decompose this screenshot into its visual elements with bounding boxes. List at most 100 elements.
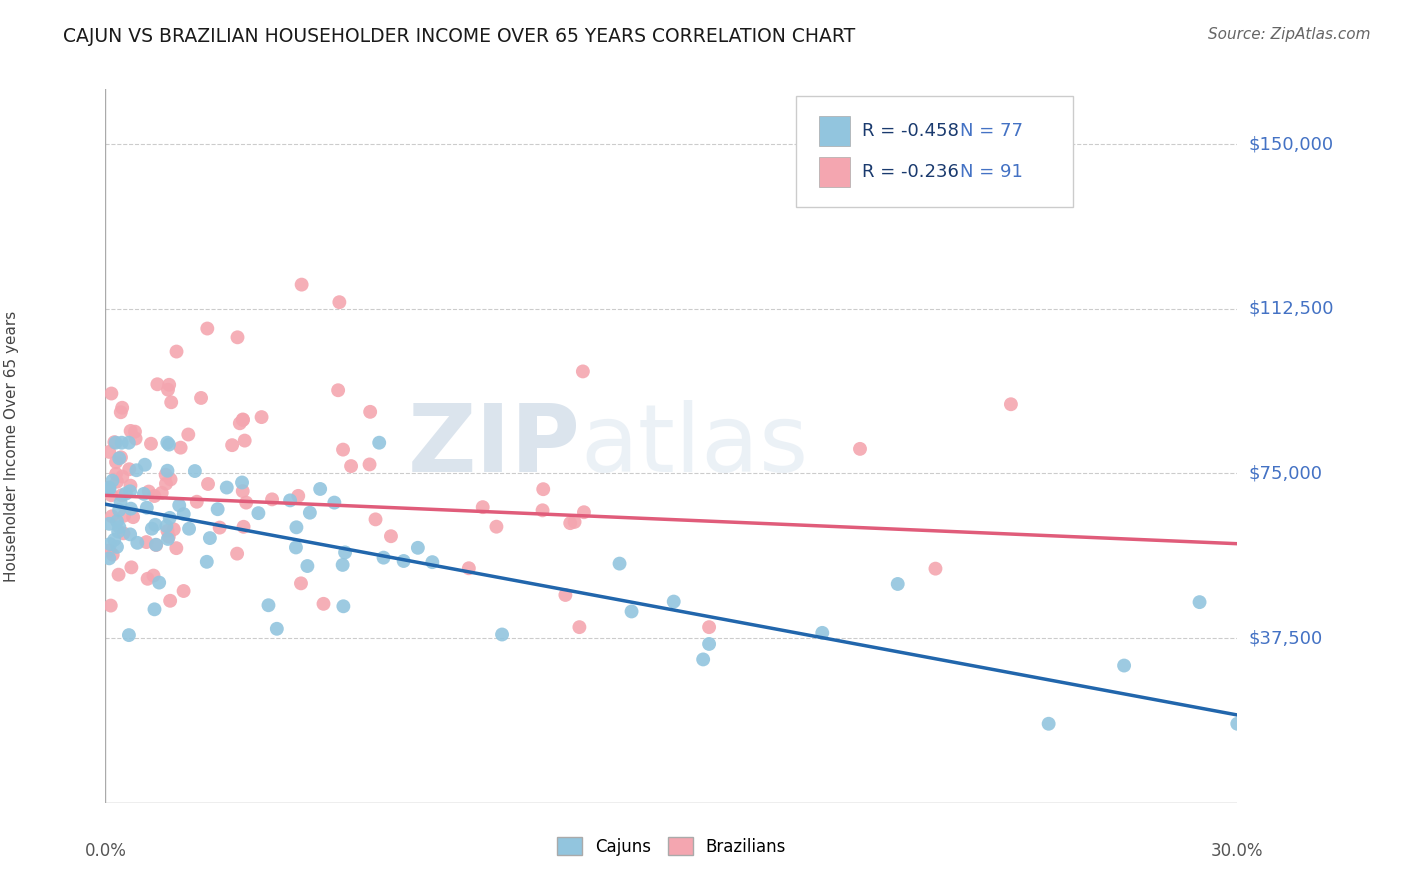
- Point: [232, 484, 254, 499]
- Point: [159, 473, 181, 487]
- Point: [186, 494, 208, 508]
- Point: [124, 425, 146, 439]
- Point: [359, 458, 381, 472]
- Point: [98, 537, 121, 551]
- Point: [107, 567, 129, 582]
- Point: [111, 435, 134, 450]
- Point: [142, 568, 165, 582]
- Text: 30.0%: 30.0%: [1211, 842, 1264, 860]
- Point: [291, 277, 314, 292]
- Text: CAJUN VS BRAZILIAN HOUSEHOLDER INCOME OVER 65 YEARS CORRELATION CHART: CAJUN VS BRAZILIAN HOUSEHOLDER INCOME OV…: [63, 27, 855, 45]
- Text: $112,500: $112,500: [1249, 300, 1334, 318]
- Point: [156, 532, 179, 546]
- Point: [135, 535, 157, 549]
- Point: [620, 604, 643, 618]
- Point: [98, 482, 121, 496]
- Point: [297, 559, 319, 574]
- Point: [146, 377, 169, 392]
- Point: [229, 417, 252, 431]
- Point: [177, 522, 200, 536]
- Point: [101, 548, 124, 562]
- FancyBboxPatch shape: [818, 157, 851, 187]
- Point: [150, 486, 173, 500]
- Point: [572, 505, 595, 519]
- Point: [531, 503, 554, 517]
- Point: [266, 622, 288, 636]
- Point: [159, 594, 181, 608]
- Point: [98, 445, 121, 459]
- Point: [491, 627, 513, 641]
- Point: [157, 437, 180, 451]
- Point: [114, 486, 136, 500]
- Point: [373, 550, 395, 565]
- Point: [156, 464, 179, 478]
- Point: [166, 344, 188, 359]
- Point: [195, 555, 218, 569]
- Point: [173, 584, 195, 599]
- Point: [197, 477, 219, 491]
- Point: [108, 503, 131, 517]
- Point: [232, 520, 254, 534]
- Point: [457, 561, 479, 575]
- Point: [332, 599, 354, 614]
- Point: [145, 538, 167, 552]
- Point: [98, 551, 121, 566]
- Point: [662, 594, 685, 608]
- Point: [887, 577, 910, 591]
- Point: [198, 531, 221, 545]
- Point: [332, 558, 354, 572]
- Point: [101, 509, 124, 524]
- Point: [290, 576, 312, 591]
- Point: [924, 561, 946, 575]
- Text: $37,500: $37,500: [1249, 629, 1323, 647]
- Point: [226, 547, 249, 561]
- Point: [112, 526, 135, 541]
- Point: [159, 511, 181, 525]
- Point: [143, 602, 166, 616]
- Point: [221, 438, 243, 452]
- Text: $75,000: $75,000: [1249, 465, 1323, 483]
- Point: [105, 475, 128, 489]
- Point: [157, 377, 180, 392]
- Point: [98, 543, 121, 558]
- Point: [98, 516, 121, 531]
- Point: [138, 484, 160, 499]
- Point: [167, 498, 190, 512]
- Point: [250, 410, 273, 425]
- Point: [112, 508, 135, 523]
- Point: [98, 481, 121, 495]
- Point: [471, 500, 494, 515]
- Point: [120, 560, 142, 574]
- Point: [135, 500, 157, 515]
- Point: [105, 540, 128, 554]
- Point: [568, 620, 591, 634]
- FancyBboxPatch shape: [796, 96, 1073, 207]
- Point: [120, 478, 142, 492]
- Point: [127, 536, 149, 550]
- Point: [849, 442, 872, 456]
- Point: [101, 474, 124, 488]
- Point: [118, 462, 141, 476]
- Point: [340, 459, 363, 474]
- Text: Householder Income Over 65 years: Householder Income Over 65 years: [4, 310, 18, 582]
- Point: [105, 467, 128, 481]
- Text: 0.0%: 0.0%: [84, 842, 127, 860]
- Point: [111, 469, 134, 483]
- Text: N = 91: N = 91: [960, 163, 1022, 181]
- Point: [110, 495, 132, 509]
- Point: [697, 637, 720, 651]
- Point: [120, 424, 142, 438]
- Point: [105, 455, 128, 469]
- Point: [156, 435, 179, 450]
- Text: R = -0.458: R = -0.458: [862, 121, 959, 139]
- Point: [163, 522, 186, 536]
- Point: [105, 514, 128, 528]
- Point: [156, 383, 179, 397]
- Point: [184, 464, 207, 478]
- Point: [298, 506, 321, 520]
- Point: [190, 391, 212, 405]
- Text: atlas: atlas: [581, 400, 808, 492]
- Point: [1226, 716, 1249, 731]
- Point: [257, 599, 280, 613]
- Point: [284, 541, 307, 555]
